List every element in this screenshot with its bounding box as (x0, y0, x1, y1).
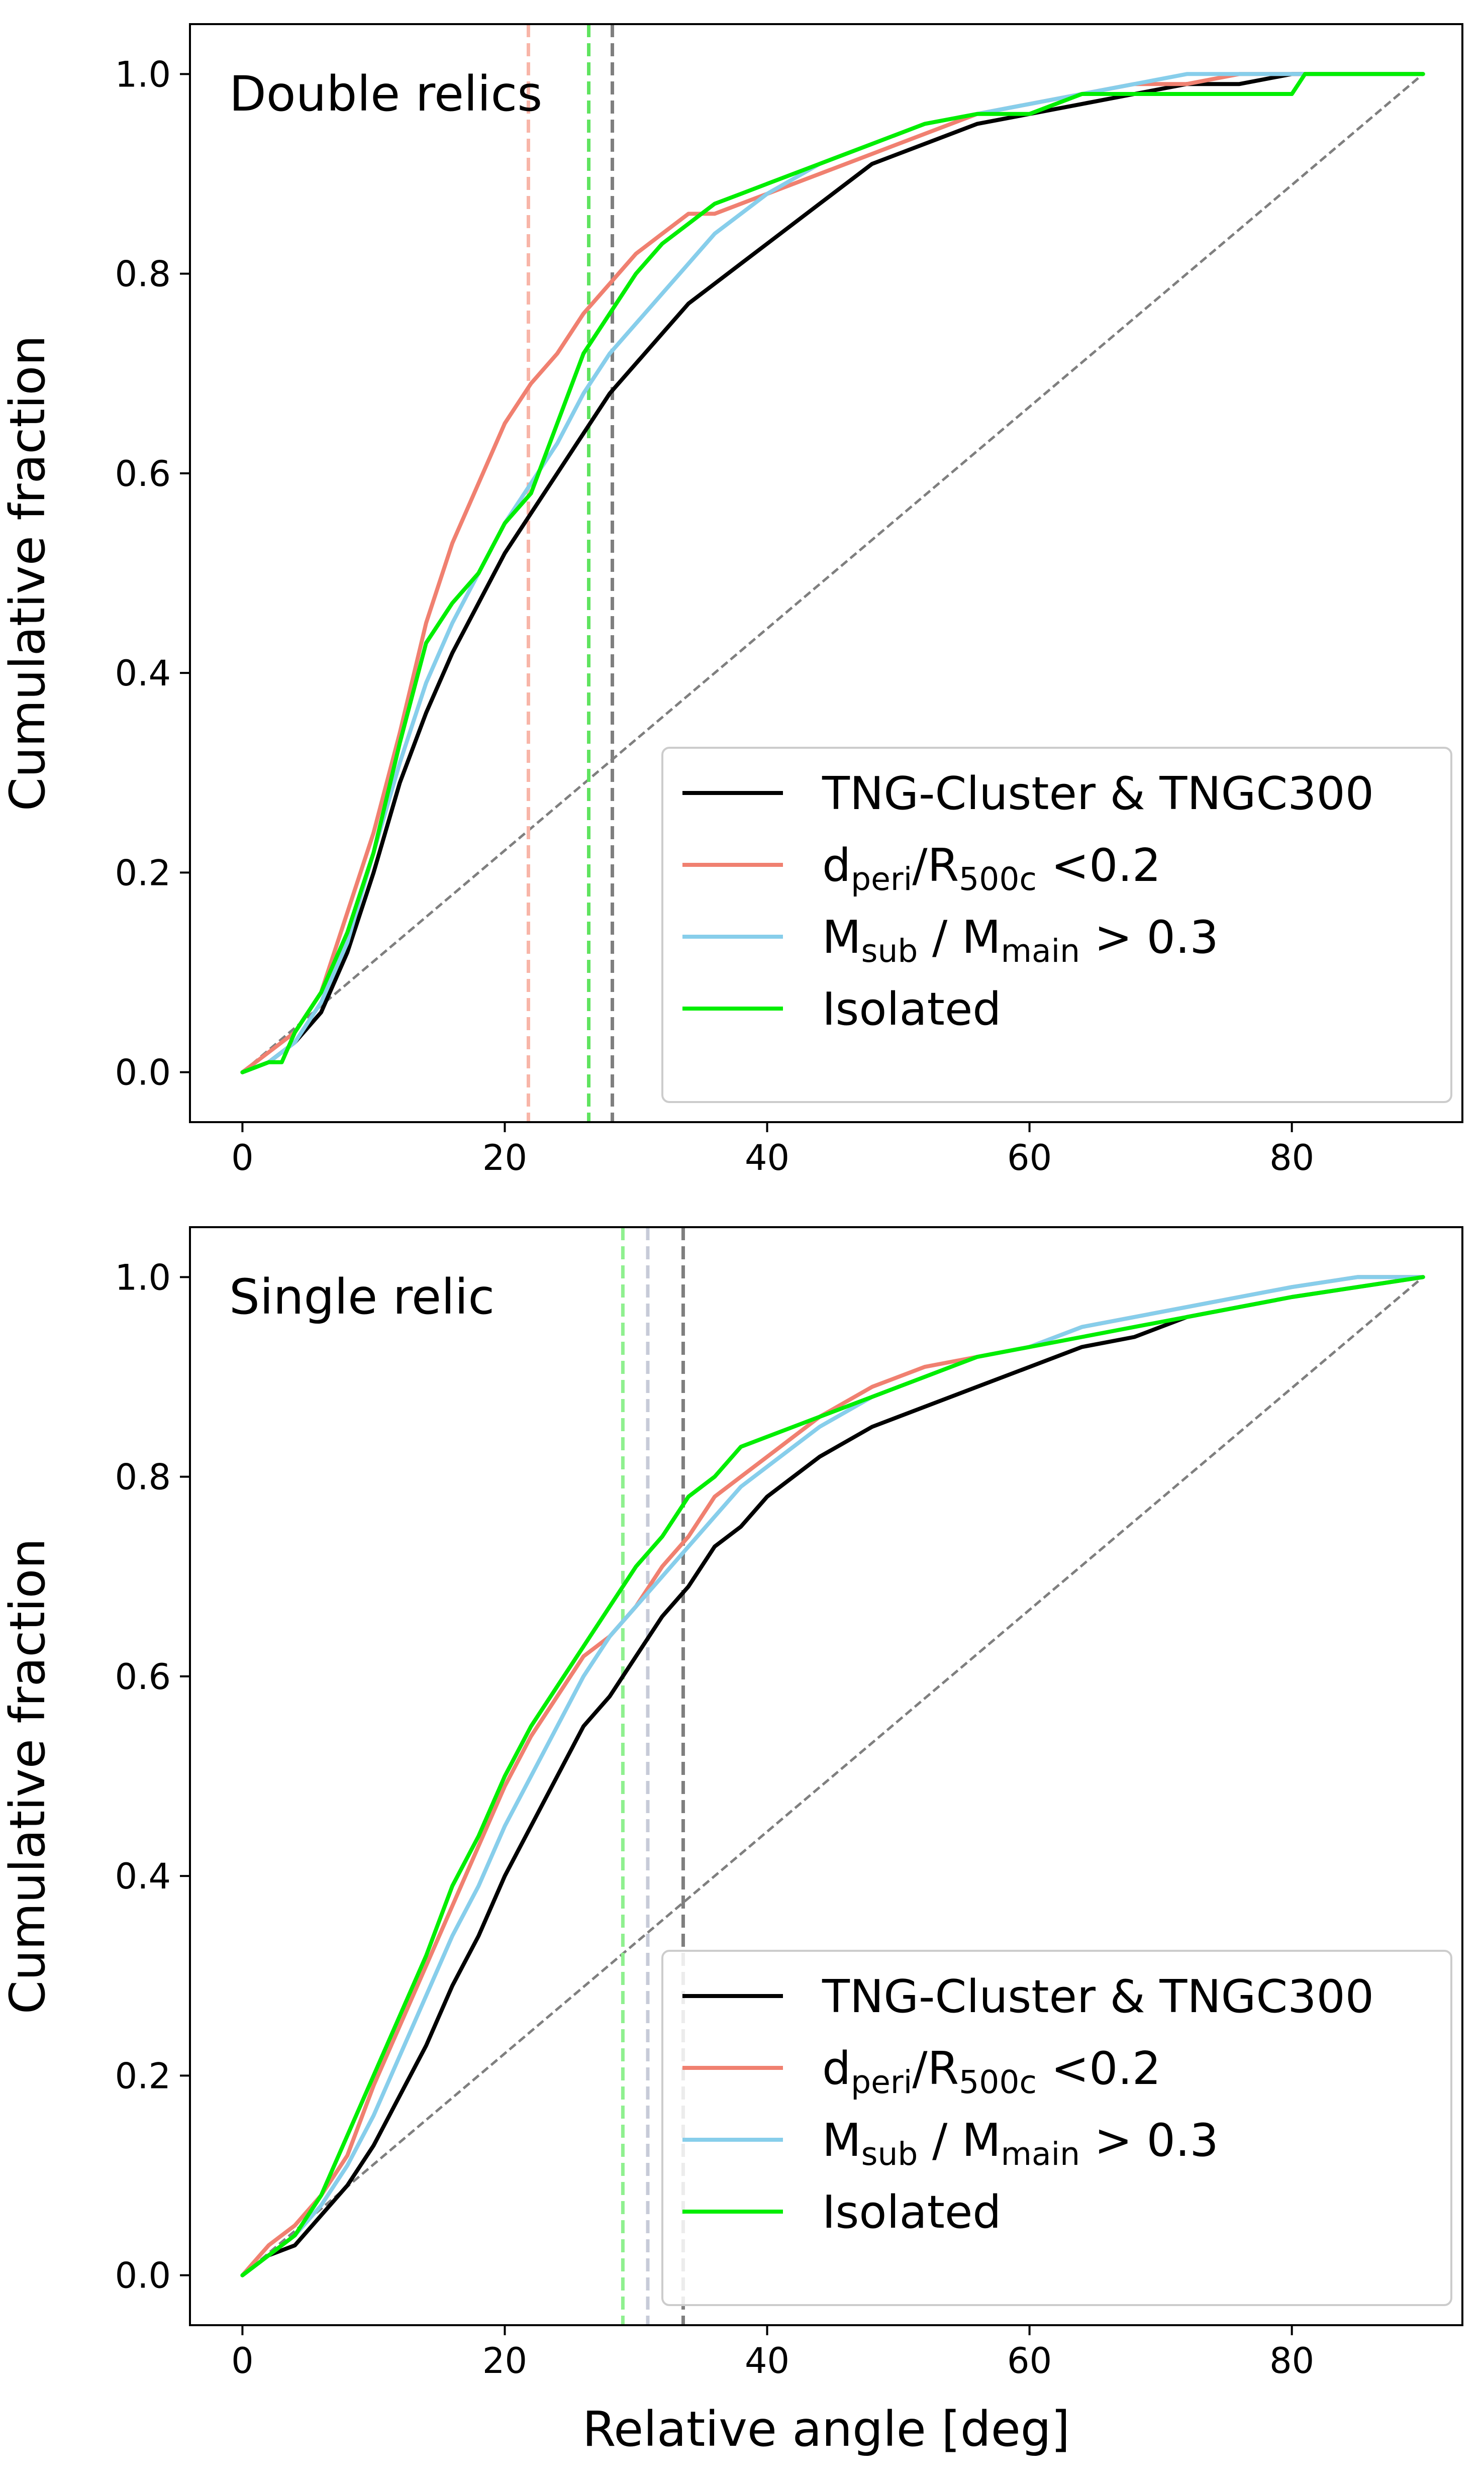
x-tick-label: 40 (745, 2340, 789, 2381)
y-axis-label: Cumulative fraction (0, 335, 56, 811)
y-tick-label: 0.2 (115, 852, 171, 893)
axes-frame (189, 1226, 1463, 2326)
legend-label-0: TNG-Cluster & TNGC300 (822, 1970, 1374, 2023)
reference-diagonal-line (241, 1276, 1424, 2276)
series-line-3 (240, 1275, 1425, 2277)
y-tick-label: 0.2 (115, 2055, 171, 2097)
legend-label-1: dperi/R500c <0.2 (822, 2042, 1161, 2101)
plot-area (240, 1227, 1425, 2325)
plot-area (240, 24, 1425, 1122)
y-tick-label: 0.8 (115, 1457, 171, 1498)
legend-label-3: Isolated (822, 983, 1001, 1036)
double-relics-panel: 0 20 40 60 80 0.0 0.2 0.4 0.6 0.8 1.0 Cumulative fr… (0, 23, 1463, 1178)
x-tick-label: 40 (745, 1137, 789, 1178)
legend-frame (661, 747, 1452, 1103)
x-tick-label: 0 (231, 2340, 254, 2381)
y-tick-label: 1.0 (115, 54, 171, 95)
y-tick-label: 0.4 (115, 1856, 171, 1897)
x-tick-label: 0 (231, 1137, 254, 1178)
x-tick-label: 80 (1269, 1137, 1314, 1178)
legend-frame (661, 1950, 1452, 2306)
axes-frame (189, 23, 1463, 1123)
series-line-2 (240, 1275, 1425, 2277)
legend-label-2: Msub / Mmain > 0.3 (822, 2114, 1219, 2172)
y-tick-label: 0.0 (115, 2255, 171, 2297)
legend: TNG-Cluster & TNGC300 dperi/R500c <0.2 Msu… (661, 1950, 1452, 2306)
y-axis-label: Cumulative fraction (0, 1538, 56, 2014)
panel-annotation: Single relic (229, 1269, 494, 1325)
panel-annotation: Double relics (229, 66, 542, 122)
series-line-0 (240, 1275, 1425, 2277)
x-tick-label: 80 (1269, 2340, 1314, 2381)
legend: TNG-Cluster & TNGC300 dperi/R500c <0.2 Msu… (661, 747, 1452, 1103)
legend-label-0: TNG-Cluster & TNGC300 (822, 767, 1374, 820)
legend-label-3: Isolated (822, 2186, 1001, 2239)
y-tick-label: 0.6 (115, 1656, 171, 1698)
x-tick-label: 20 (482, 2340, 527, 2381)
legend-label-2: Msub / Mmain > 0.3 (822, 911, 1219, 969)
series-line-0 (240, 72, 1425, 1074)
y-tick-label: 0.8 (115, 254, 171, 295)
single-relic-panel: 0 20 40 60 80 0.0 0.2 0.4 0.6 0.8 1.0 Cumulative fr… (0, 1226, 1463, 2457)
y-tick-label: 0.4 (115, 653, 171, 694)
x-tick-label: 20 (482, 1137, 527, 1178)
y-tick-label: 1.0 (115, 1257, 171, 1298)
x-tick-label: 60 (1007, 2340, 1052, 2381)
x-axis-label: Relative angle [deg] (582, 2401, 1070, 2457)
series-line-3 (240, 72, 1425, 1074)
x-tick-label: 60 (1007, 1137, 1052, 1178)
legend-label-1: dperi/R500c <0.2 (822, 839, 1161, 898)
y-tick-label: 0.0 (115, 1052, 171, 1093)
reference-diagonal-line (241, 73, 1424, 1073)
y-tick-label: 0.6 (115, 453, 171, 494)
